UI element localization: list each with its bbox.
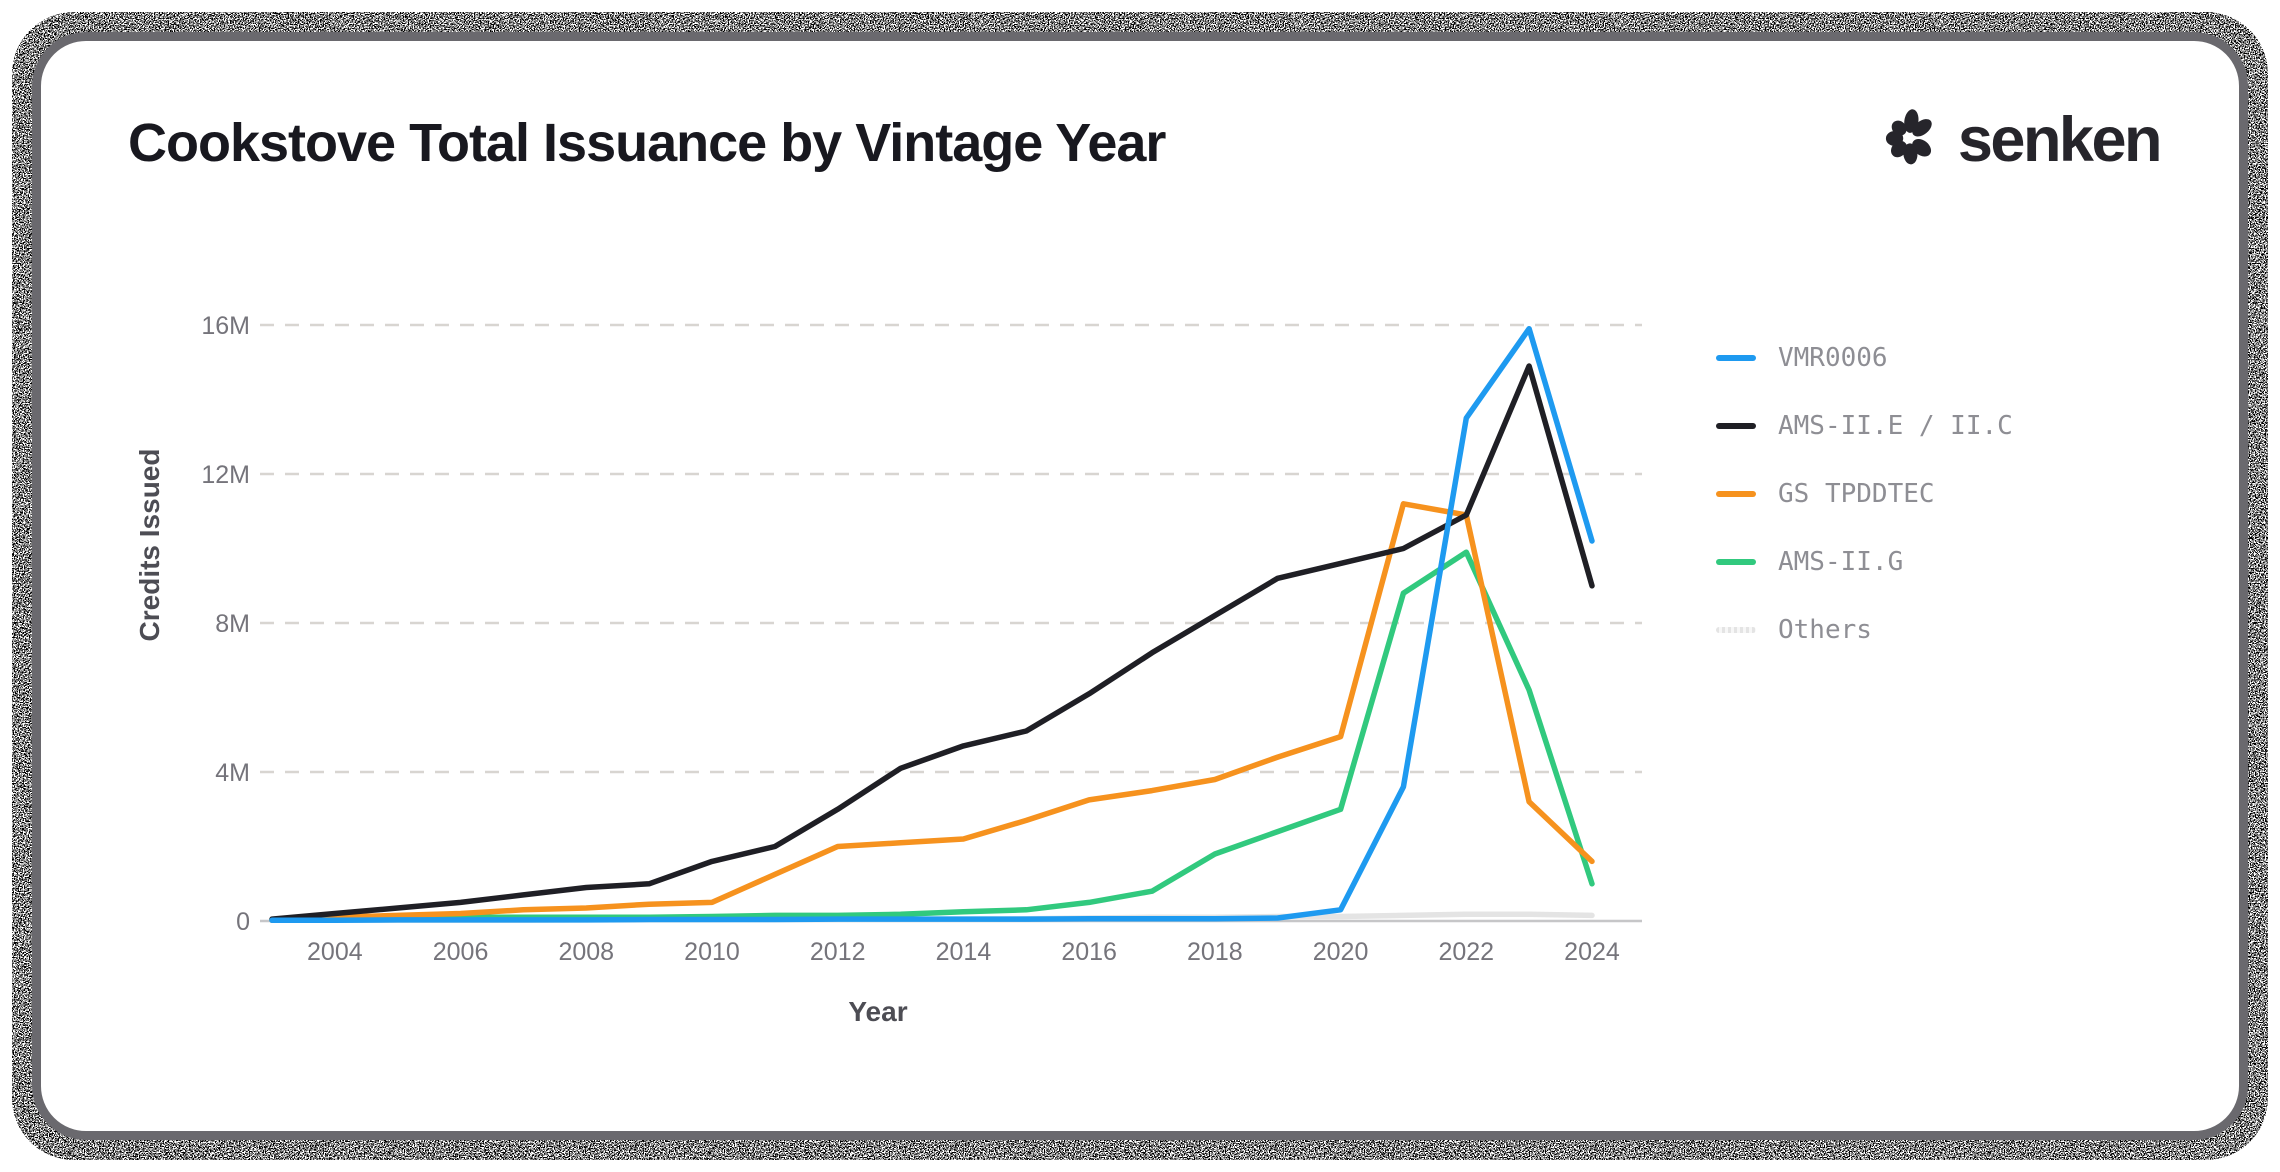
legend-item-vmr0006[interactable]: VMR0006 (1716, 343, 2013, 373)
legend-item-ams-iig[interactable]: AMS-II.G (1716, 547, 2013, 577)
y-tick-0: 0 (236, 908, 250, 936)
x-tick-2024: 2024 (1564, 938, 1620, 966)
legend-label: Others (1778, 615, 1872, 645)
legend-swatch (1716, 423, 1756, 429)
x-tick-2006: 2006 (433, 938, 489, 966)
x-tick-2008: 2008 (558, 938, 614, 966)
legend-label: AMS-II.G (1778, 547, 1904, 577)
y-tick-12M: 12M (201, 461, 250, 489)
x-tick-2012: 2012 (810, 938, 866, 966)
y-tick-16M: 16M (201, 312, 250, 340)
legend-swatch (1716, 355, 1756, 361)
x-tick-2010: 2010 (684, 938, 740, 966)
x-tick-2022: 2022 (1438, 938, 1494, 966)
x-tick-2016: 2016 (1061, 938, 1117, 966)
legend-swatch (1716, 559, 1756, 565)
senken-logo-icon (1885, 109, 1932, 165)
legend-label: GS TPDDTEC (1778, 479, 1935, 509)
x-tick-2018: 2018 (1187, 938, 1243, 966)
legend-swatch (1716, 627, 1756, 633)
legend-label: VMR0006 (1778, 343, 1888, 373)
y-axis-title: Credits Issued (134, 448, 165, 642)
senken-wordmark: senken (1957, 105, 2163, 175)
y-tick-4M: 4M (215, 759, 250, 787)
legend-item-ams-iie-iic[interactable]: AMS-II.E / II.C (1716, 411, 2013, 441)
chart-card (32, 32, 2248, 1140)
senken-logo: senken (1876, 100, 2163, 180)
series-line-ams-ii-e-ii-c (269, 363, 1595, 922)
legend-item-gs-tpddtec[interactable]: GS TPDDTEC (1716, 479, 2013, 509)
series-line-gs-tpddtec (269, 501, 1595, 924)
x-axis-title: Year (848, 996, 908, 1027)
y-tick-8M: 8M (215, 610, 250, 638)
x-tick-2004: 2004 (307, 938, 363, 966)
x-tick-2020: 2020 (1313, 938, 1369, 966)
legend-swatch (1716, 491, 1756, 497)
x-tick-2014: 2014 (936, 938, 992, 966)
series-line-ams-ii-g (269, 549, 1595, 923)
legend: VMR0006 AMS-II.E / II.C GS TPDDTEC AMS-I… (1716, 343, 2013, 684)
page-title: Cookstove Total Issuance by Vintage Year (128, 113, 1166, 173)
legend-label: AMS-II.E / II.C (1778, 411, 2013, 441)
series-line-vmr0006 (269, 325, 1595, 924)
legend-item-others[interactable]: Others (1716, 615, 2013, 645)
